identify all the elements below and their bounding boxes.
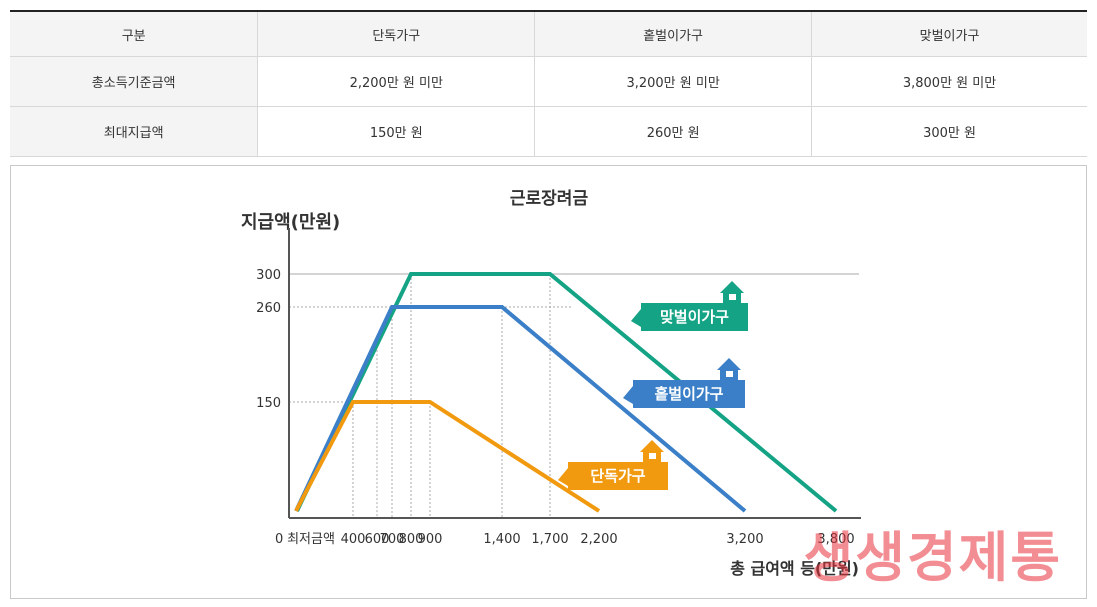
series-line-홑벌이가구 bbox=[294, 305, 747, 513]
table-cell: 300만 원 bbox=[811, 106, 1087, 157]
series-label-단독가구: 단독가구 bbox=[558, 440, 668, 490]
header-single-income: 홑벌이가구 bbox=[534, 11, 812, 57]
y-tick-label: 300 bbox=[256, 268, 281, 283]
series-line-단독가구 bbox=[294, 400, 601, 513]
x-tick-label: 800 bbox=[399, 532, 424, 547]
table-cell: 2,200만 원 미만 bbox=[257, 56, 535, 107]
table-row: 총소득기준금액 2,200만 원 미만 3,200만 원 미만 3,800만 원… bbox=[10, 56, 1087, 107]
info-table: 구분 단독가구 홑벌이가구 맞벌이가구 총소득기준금액 2,200만 원 미만 … bbox=[10, 10, 1087, 157]
table-row: 최대지급액 150만 원 260만 원 300만 원 bbox=[10, 106, 1087, 157]
x-tick-label: 2,200 bbox=[580, 532, 617, 547]
row-label: 총소득기준금액 bbox=[10, 56, 258, 107]
label-box bbox=[641, 303, 748, 331]
y-tick-label: 150 bbox=[256, 396, 281, 411]
house-icon bbox=[717, 358, 741, 370]
label-box bbox=[633, 380, 745, 408]
house-icon-window bbox=[649, 453, 656, 459]
table-cell: 3,200만 원 미만 bbox=[534, 56, 812, 107]
x-tick-label: 400 bbox=[341, 532, 366, 547]
header-category: 구분 bbox=[10, 11, 258, 57]
x-tick-label: 600 bbox=[365, 532, 390, 547]
house-icon-window bbox=[726, 371, 733, 377]
x-tick-label: 3,800 bbox=[817, 532, 854, 547]
series-label-text: 단독가구 bbox=[590, 467, 645, 485]
x-tick-label: 최저금액 bbox=[287, 532, 335, 547]
label-pointer bbox=[558, 468, 568, 486]
header-dual-income: 맞벌이가구 bbox=[811, 11, 1087, 57]
label-pointer bbox=[631, 309, 641, 327]
label-box bbox=[568, 462, 668, 490]
table-cell: 260만 원 bbox=[534, 106, 812, 157]
chart-panel: 근로장려금 지급액(만원) 총 급여액 등(만원) 0 최저금액 400 600 700… bbox=[10, 165, 1087, 599]
house-icon bbox=[640, 440, 664, 452]
x-axis-label: 총 급여액 등(만원) bbox=[730, 559, 859, 578]
series-label-홑벌이가구: 홑벌이가구 bbox=[623, 358, 745, 408]
series-label-text: 맞벌이가구 bbox=[660, 308, 729, 326]
chart-title: 근로장려금 bbox=[510, 189, 589, 209]
house-icon bbox=[720, 281, 744, 293]
x-tick-label: 1,700 bbox=[531, 532, 568, 547]
y-tick-label: 260 bbox=[256, 301, 281, 316]
house-icon-window bbox=[729, 294, 736, 300]
x-tick-label: 1,400 bbox=[483, 532, 520, 547]
x-tick-label: 700 bbox=[380, 532, 405, 547]
y-axis-label: 지급액(만원) bbox=[241, 212, 340, 233]
label-pointer bbox=[623, 386, 633, 404]
table-cell: 150만 원 bbox=[257, 106, 535, 157]
x-tick-label: 0 bbox=[275, 532, 283, 547]
header-single: 단독가구 bbox=[257, 11, 535, 57]
x-tick-label: 900 bbox=[418, 532, 443, 547]
row-label: 최대지급액 bbox=[10, 106, 258, 157]
axes bbox=[288, 228, 861, 519]
table-cell: 3,800만 원 미만 bbox=[811, 56, 1087, 107]
series-label-text: 홑벌이가구 bbox=[654, 385, 723, 403]
x-tick-label: 3,200 bbox=[726, 532, 763, 547]
table-header-row: 구분 단독가구 홑벌이가구 맞벌이가구 bbox=[10, 11, 1087, 57]
chart-svg: 근로장려금 지급액(만원) 총 급여액 등(만원) 0 최저금액 400 600700… bbox=[241, 189, 861, 578]
series-label-맞벌이가구: 맞벌이가구 bbox=[631, 281, 748, 331]
watermark: 생생경제통 bbox=[803, 526, 1062, 589]
